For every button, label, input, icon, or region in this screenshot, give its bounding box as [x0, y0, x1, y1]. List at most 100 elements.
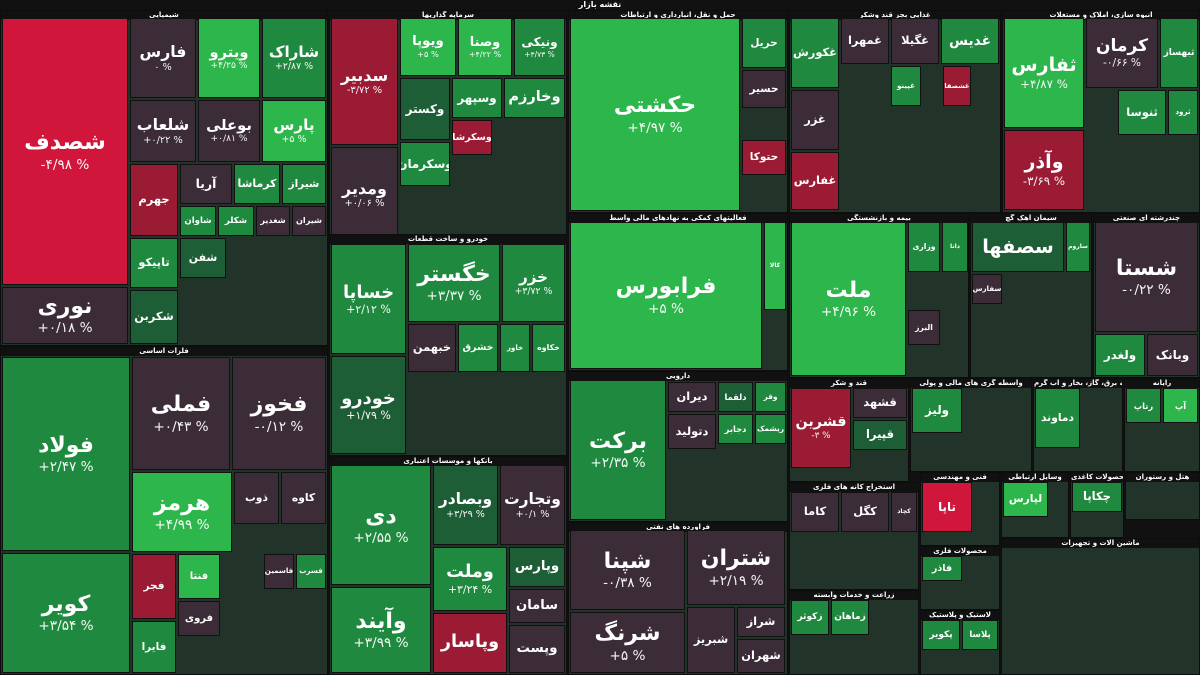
stock-tile[interactable]: ذوب	[234, 472, 279, 524]
stock-tile[interactable]: کرمان -۰/۶۶ %	[1086, 18, 1158, 88]
stock-tile[interactable]: دی +۲/۵۵ %	[331, 465, 431, 585]
stock-tile[interactable]: تاپیکو	[130, 238, 178, 288]
stock-tile[interactable]: شیران	[292, 206, 326, 236]
stock-tile[interactable]: خساپا +۲/۱۲ %	[331, 244, 406, 354]
stock-tile[interactable]: وبانک	[1147, 334, 1198, 376]
stock-tile[interactable]: غزر	[791, 90, 839, 150]
stock-tile[interactable]: فجر	[132, 554, 176, 619]
stock-tile[interactable]: وخارزم	[504, 78, 565, 118]
stock-tile[interactable]: دلقما	[718, 382, 753, 412]
stock-tile[interactable]: وسکرمان	[400, 142, 450, 186]
stock-tile[interactable]: حسیر	[742, 70, 786, 108]
stock-tile[interactable]: ولغدر	[1095, 334, 1145, 376]
stock-tile[interactable]: سامان	[509, 589, 565, 623]
stock-tile[interactable]: زماهان	[831, 600, 869, 635]
stock-tile[interactable]: کویر +۳/۵۴ %	[2, 553, 130, 673]
stock-tile[interactable]: برکت +۲/۳۵ %	[570, 380, 666, 520]
stock-tile[interactable]: وآذر -۳/۶۹ %	[1004, 130, 1084, 210]
stock-tile[interactable]: شاوان	[180, 206, 216, 236]
stock-tile[interactable]: وقر	[755, 382, 786, 412]
stock-tile[interactable]: دیران	[668, 382, 716, 412]
stock-tile[interactable]: کرماشا	[234, 164, 280, 204]
stock-tile[interactable]: شپنا -۰/۳۸ %	[570, 530, 685, 610]
stock-tile[interactable]: قپیرا	[853, 420, 907, 450]
stock-tile[interactable]: آپ	[1163, 388, 1198, 423]
stock-tile[interactable]: فرابورس +۵ %	[570, 222, 762, 369]
stock-tile[interactable]: پارس +۵ %	[262, 100, 326, 162]
stock-tile[interactable]: کچاد	[891, 492, 917, 532]
stock-tile[interactable]: چکاپا	[1072, 482, 1122, 512]
stock-tile[interactable]: خشرق	[458, 324, 498, 372]
stock-tile[interactable]: ثنوسا	[1118, 90, 1166, 135]
stock-tile[interactable]: سصفها	[972, 222, 1064, 272]
stock-tile[interactable]: وبصادر +۳/۲۹ %	[433, 465, 498, 545]
stock-tile[interactable]: وپاسار	[433, 613, 507, 673]
stock-tile[interactable]: فولاد +۲/۴۷ %	[2, 357, 130, 551]
stock-tile[interactable]: خودرو +۱/۷۹ %	[331, 356, 406, 454]
stock-tile[interactable]: شلعاب +۰/۲۲ %	[130, 100, 196, 162]
stock-tile[interactable]: لپارس	[1003, 482, 1048, 517]
stock-tile[interactable]: فارس ۰ %	[130, 18, 196, 98]
stock-tile[interactable]: شستا -۰/۲۲ %	[1095, 222, 1198, 332]
stock-tile[interactable]: خگستر +۳/۳۷ %	[408, 244, 500, 322]
stock-tile[interactable]: فسرب	[296, 554, 326, 589]
stock-tile[interactable]: فملی +۰/۴۳ %	[132, 357, 230, 470]
stock-tile[interactable]: بوعلی +۰/۸۱ %	[198, 100, 260, 162]
stock-tile[interactable]: غشصفا	[943, 66, 971, 106]
stock-tile[interactable]: شرنگ +۵ %	[570, 612, 685, 673]
stock-tile[interactable]: ثرود	[1168, 90, 1198, 135]
stock-tile[interactable]: غکورش	[791, 18, 839, 88]
stock-tile[interactable]: حریل	[742, 18, 786, 68]
stock-tile[interactable]: ومدیر +۰/۰۶ %	[331, 147, 398, 242]
stock-tile[interactable]: شراز	[737, 607, 785, 637]
stock-tile[interactable]: غپینو	[891, 66, 921, 106]
stock-tile[interactable]: حتوکا	[742, 140, 786, 175]
stock-tile[interactable]: قشهد	[853, 388, 907, 418]
stock-tile[interactable]: تاپا	[922, 482, 972, 532]
stock-tile[interactable]: کالا	[764, 222, 786, 310]
stock-tile[interactable]: فاسمین	[264, 554, 294, 589]
stock-tile[interactable]: خزر +۳/۷۲ %	[502, 244, 565, 322]
stock-tile[interactable]: پکویر	[922, 620, 960, 650]
stock-tile[interactable]: دتولید	[668, 414, 716, 449]
stock-tile[interactable]: شکلر	[218, 206, 254, 236]
stock-tile[interactable]: قشرین -۳ %	[791, 388, 851, 468]
stock-tile[interactable]: فروی	[178, 601, 220, 636]
stock-tile[interactable]: دجابر	[718, 414, 753, 444]
stock-tile[interactable]: ثبهساز	[1160, 18, 1198, 88]
stock-tile[interactable]: وملت +۳/۲۴ %	[433, 547, 507, 611]
stock-tile[interactable]: ونیکی +۳/۷۳ %	[514, 18, 565, 76]
stock-tile[interactable]: ثفارس +۴/۸۷ %	[1004, 18, 1084, 128]
stock-tile[interactable]: فخوز -۰/۱۲ %	[232, 357, 326, 470]
stock-tile[interactable]: وپست	[509, 625, 565, 673]
stock-tile[interactable]: کاما	[791, 492, 839, 532]
stock-tile[interactable]: سفارس	[972, 274, 1002, 304]
stock-tile[interactable]: کاوه	[281, 472, 326, 524]
stock-tile[interactable]: خبهمن	[408, 324, 456, 372]
stock-tile[interactable]: وپارس	[509, 547, 565, 587]
stock-tile[interactable]: وآیند +۳/۹۹ %	[331, 587, 431, 673]
stock-tile[interactable]: حکشتی +۴/۹۷ %	[570, 18, 740, 211]
stock-tile[interactable]: نوری +۰/۱۸ %	[2, 287, 128, 344]
stock-tile[interactable]: وزاری	[908, 222, 940, 272]
stock-tile[interactable]: شتران +۲/۱۹ %	[687, 530, 785, 605]
stock-tile[interactable]: شهران	[737, 639, 785, 673]
stock-tile[interactable]: ملت +۴/۹۶ %	[791, 222, 906, 376]
stock-tile[interactable]: فاذر	[922, 556, 962, 581]
stock-tile[interactable]: وسکرشا	[452, 120, 492, 155]
stock-tile[interactable]: زکوثر	[791, 600, 829, 635]
stock-tile[interactable]: رتاپ	[1126, 388, 1161, 423]
stock-tile[interactable]: پلاسا	[962, 620, 998, 650]
stock-tile[interactable]: سدبیر -۳/۷۲ %	[331, 18, 398, 145]
stock-tile[interactable]: ریشمک	[755, 414, 786, 444]
stock-tile[interactable]: البرز	[908, 310, 940, 345]
stock-tile[interactable]: کگل	[841, 492, 889, 532]
stock-tile[interactable]: ولیز	[912, 388, 962, 433]
stock-tile[interactable]: وصنا +۴/۲۲ %	[458, 18, 512, 76]
stock-tile[interactable]: آریا	[180, 164, 232, 204]
stock-tile[interactable]: فایرا	[132, 621, 176, 673]
stock-tile[interactable]: دانا	[942, 222, 968, 272]
stock-tile[interactable]: وتجارت +۰/۱ %	[500, 465, 565, 545]
stock-tile[interactable]: غگیلا	[891, 18, 939, 64]
stock-tile[interactable]: دماوند	[1035, 388, 1080, 448]
